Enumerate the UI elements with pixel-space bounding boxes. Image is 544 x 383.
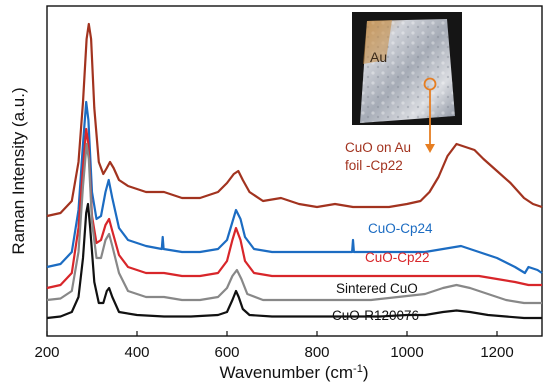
x-axis-label-suffix: ) bbox=[363, 363, 369, 382]
inset-label-au: Au bbox=[370, 49, 387, 65]
series-line-sintered-cuo bbox=[46, 142, 542, 305]
series-label-cuo-r120076: CuO-R120076 bbox=[332, 308, 419, 323]
series-label-cuo-cp22: CuO-Cp22 bbox=[365, 250, 430, 265]
series-label-cuo-on-au-line2: foil -Cp22 bbox=[345, 158, 403, 173]
inset-spot-marker bbox=[423, 77, 437, 91]
x-tick-label: 200 bbox=[34, 344, 59, 361]
x-tick-label: 800 bbox=[304, 344, 329, 361]
x-tick-label: 1000 bbox=[390, 344, 423, 361]
inset-arrowhead bbox=[425, 144, 435, 153]
x-tick-label: 600 bbox=[214, 344, 239, 361]
x-axis-label-superscript: -1 bbox=[353, 363, 363, 375]
plot-frame bbox=[46, 5, 543, 337]
inset-photo: Au bbox=[352, 12, 462, 125]
series-label-cuo-on-au-line1: CuO on Au bbox=[345, 140, 411, 155]
series-line-cuo-on-au-foil-cp22 bbox=[46, 22, 543, 218]
y-axis-label: Raman Intensity (a.u.) bbox=[9, 87, 28, 254]
series-line-cuo-cp22 bbox=[46, 127, 542, 290]
series-label-cuo-cp24: CuO-Cp24 bbox=[368, 221, 433, 236]
series-line-cuo-cp24 bbox=[46, 100, 543, 275]
x-axis-label: Wavenumber (cm-1) bbox=[220, 363, 369, 382]
series-layer bbox=[46, 22, 543, 320]
series-line-cuo-r120076 bbox=[46, 202, 542, 320]
x-tick-label: 400 bbox=[124, 344, 149, 361]
x-axis-ticks: 200 400 600 800 1000 1200 bbox=[34, 331, 514, 361]
x-tick-label: 1200 bbox=[480, 344, 513, 361]
series-label-sintered-cuo: Sintered CuO bbox=[336, 281, 418, 296]
x-axis-label-main: Wavenumber (cm bbox=[220, 363, 354, 382]
